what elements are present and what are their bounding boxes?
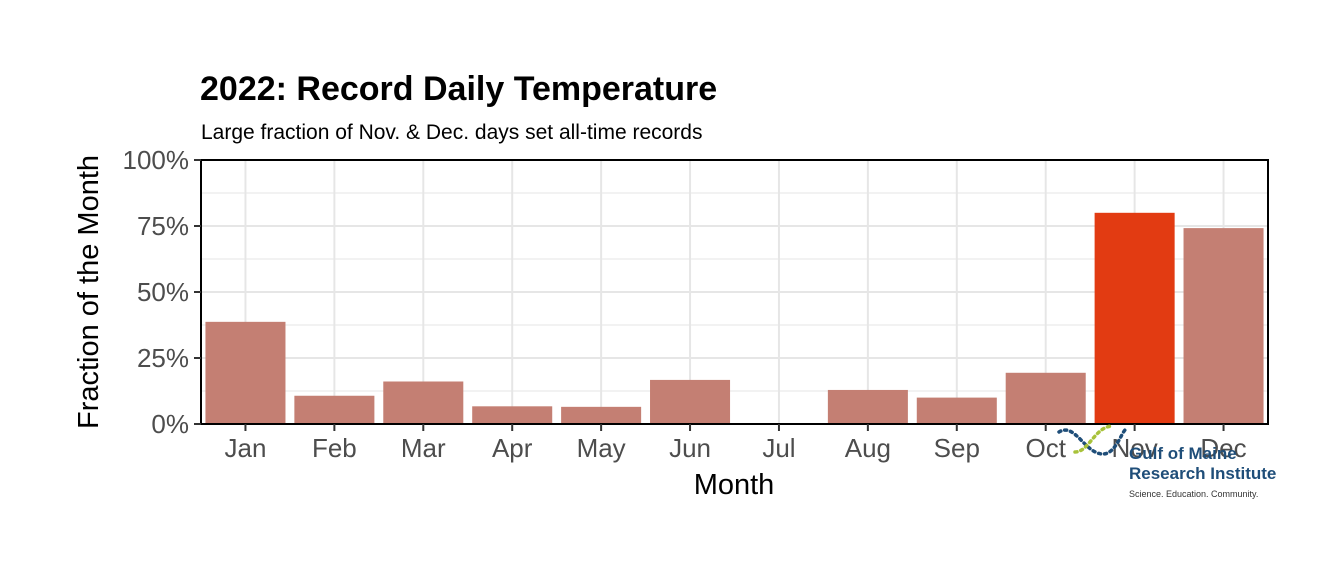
bar-sep bbox=[916, 397, 997, 424]
y-tick-label: 25% bbox=[137, 343, 189, 373]
y-tick-label: 50% bbox=[137, 277, 189, 307]
bar-may bbox=[561, 406, 642, 424]
x-tick-label-oct: Oct bbox=[1025, 433, 1066, 463]
bars bbox=[205, 212, 1264, 424]
x-tick-label-feb: Feb bbox=[312, 433, 357, 463]
logo-name-line2: Research Institute bbox=[1129, 464, 1277, 483]
x-tick-label-nov: Nov bbox=[1112, 433, 1158, 463]
logo-tagline: Science. Education. Community. bbox=[1129, 489, 1259, 499]
x-tick-label-jun: Jun bbox=[669, 433, 711, 463]
x-axis-title: Month bbox=[694, 469, 775, 501]
y-axis-title: Fraction of the Month bbox=[73, 155, 105, 429]
bar-apr bbox=[472, 406, 553, 424]
bar-oct bbox=[1005, 372, 1086, 424]
logo-name-line1: Gulf of Maine bbox=[1129, 444, 1237, 463]
bar-mar bbox=[383, 381, 464, 424]
x-tick-label-apr: Apr bbox=[492, 433, 533, 463]
bar-dec bbox=[1183, 228, 1264, 424]
bar-aug bbox=[827, 389, 908, 424]
gulf-of-maine-logo: Gulf of Maine Research Institute Science… bbox=[1055, 424, 1285, 504]
x-tick-label-jan: Jan bbox=[224, 433, 266, 463]
x-tick-label-sep: Sep bbox=[934, 433, 980, 463]
bar-nov bbox=[1094, 212, 1175, 424]
y-tick-label: 100% bbox=[123, 145, 190, 175]
y-tick-label: 75% bbox=[137, 211, 189, 241]
wave-logo-icon bbox=[1057, 424, 1127, 456]
axes: 0% 25% 50% 75% 100% Jan Feb Mar Apr May Jun Jul Aug S… bbox=[123, 145, 1247, 463]
x-tick-label-jul: Jul bbox=[762, 433, 795, 463]
x-tick-label-aug: Aug bbox=[845, 433, 891, 463]
x-tick-label-mar: Mar bbox=[401, 433, 446, 463]
x-tick-label-dec: Dec bbox=[1200, 433, 1246, 463]
bar-feb bbox=[294, 395, 375, 424]
bar-jun bbox=[650, 379, 731, 424]
x-tick-label-may: May bbox=[577, 433, 626, 463]
y-tick-label: 0% bbox=[151, 409, 189, 439]
bar-jan bbox=[205, 321, 286, 424]
chart-title: 2022: Record Daily Temperature bbox=[200, 70, 718, 108]
chart-subtitle: Large fraction of Nov. & Dec. days set a… bbox=[201, 121, 703, 144]
